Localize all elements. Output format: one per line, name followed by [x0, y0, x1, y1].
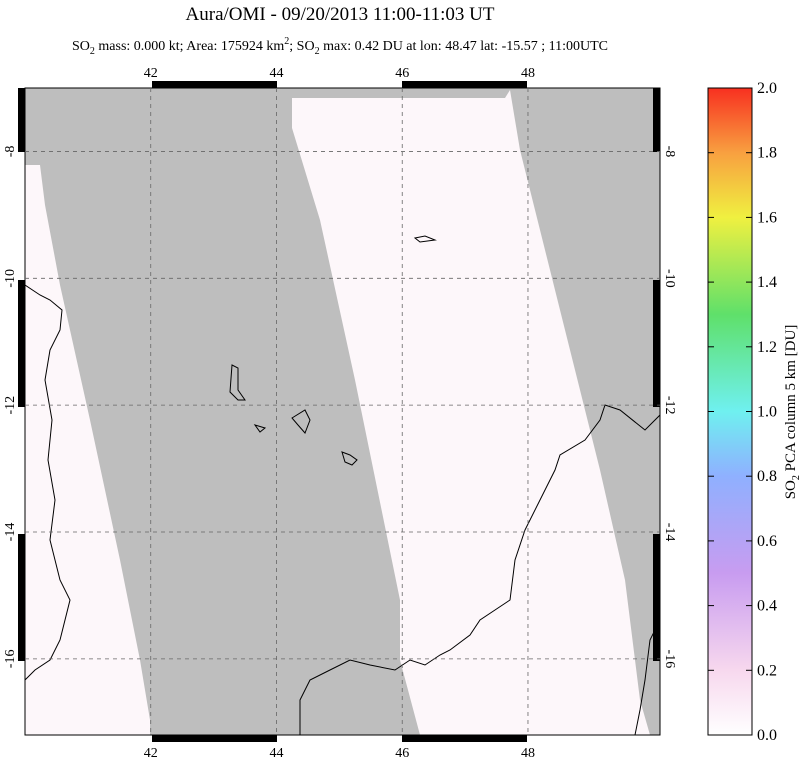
x-tick-label: 44	[269, 66, 283, 81]
y-tick-label: -14	[662, 523, 677, 542]
frame-bar	[653, 280, 660, 407]
subtitle-part: mass: 0.000 kt; Area: 175924 km	[95, 39, 284, 54]
colorbar-tick-label: 0.0	[757, 727, 777, 744]
colorbar-tick-label: 2.0	[757, 80, 777, 97]
x-tick-label: 48	[521, 66, 535, 81]
superscript: 2	[284, 36, 289, 47]
subtitle-part: SO	[72, 39, 90, 54]
frame-bar	[402, 735, 527, 742]
colorbar-tick-label: 1.2	[757, 339, 777, 356]
colorbar-tick-label: 0.6	[757, 533, 777, 550]
y-tick-label: -12	[662, 396, 677, 415]
frame-bars	[18, 81, 661, 742]
colorbar-tick-label: 0.4	[757, 598, 777, 615]
frame	[24, 87, 661, 736]
x-tick-label: 42	[144, 66, 158, 81]
frame-bar	[152, 735, 277, 742]
x-tick-label: 46	[395, 746, 409, 759]
colorbar-tick-label: 1.4	[757, 274, 777, 291]
swath	[292, 90, 650, 735]
frame-bar	[152, 81, 277, 88]
frame-bar	[18, 88, 25, 152]
map	[25, 88, 660, 735]
y-tick-label: -12	[3, 396, 18, 415]
subscript: 2	[315, 46, 320, 57]
frame-bar	[402, 81, 527, 88]
label-part: PCA column 5 km [DU]	[783, 325, 799, 475]
colorbar-label: SO2 PCA column 5 km [DU]	[783, 325, 802, 500]
y-tick-label: -14	[3, 523, 18, 542]
y-tick-label: -8	[3, 146, 18, 158]
frame-bar	[653, 88, 660, 152]
x-tick-label: 48	[521, 746, 535, 759]
y-tick-label: -8	[662, 146, 677, 158]
subscript: 2	[791, 475, 802, 480]
x-tick-label: 46	[395, 66, 409, 81]
colorbar-tick-label: 0.8	[757, 468, 777, 485]
y-tick-label: -16	[662, 650, 677, 669]
label-part: SO	[783, 480, 799, 499]
subscript: 2	[90, 46, 95, 57]
y-tick-label: -10	[662, 269, 677, 288]
subtitle: SO2 mass: 0.000 kt; Area: 175924 km2; SO…	[72, 36, 608, 57]
y-tick-label: -16	[3, 650, 18, 669]
x-tick-label: 42	[144, 746, 158, 759]
colorbar-tick-label: 1.8	[757, 145, 777, 162]
subtitle-part: ; SO	[289, 39, 314, 54]
frame-bar	[653, 534, 660, 661]
swath	[25, 165, 150, 735]
chart-title: Aura/OMI - 09/20/2013 11:00-11:03 UT	[186, 4, 495, 25]
colorbar-tick-label: 1.6	[757, 209, 777, 226]
colorbar-tick-label: 1.0	[757, 404, 777, 421]
colorbar	[707, 87, 753, 736]
frame-bar	[18, 280, 25, 407]
x-tick-label: 44	[269, 746, 283, 759]
frame-bar	[18, 534, 25, 661]
colorbar-tick-label: 0.2	[757, 662, 777, 679]
y-tick-label: -10	[3, 269, 18, 288]
subtitle-part: max: 0.42 DU at lon: 48.47 lat: -15.57 ;…	[320, 39, 608, 54]
